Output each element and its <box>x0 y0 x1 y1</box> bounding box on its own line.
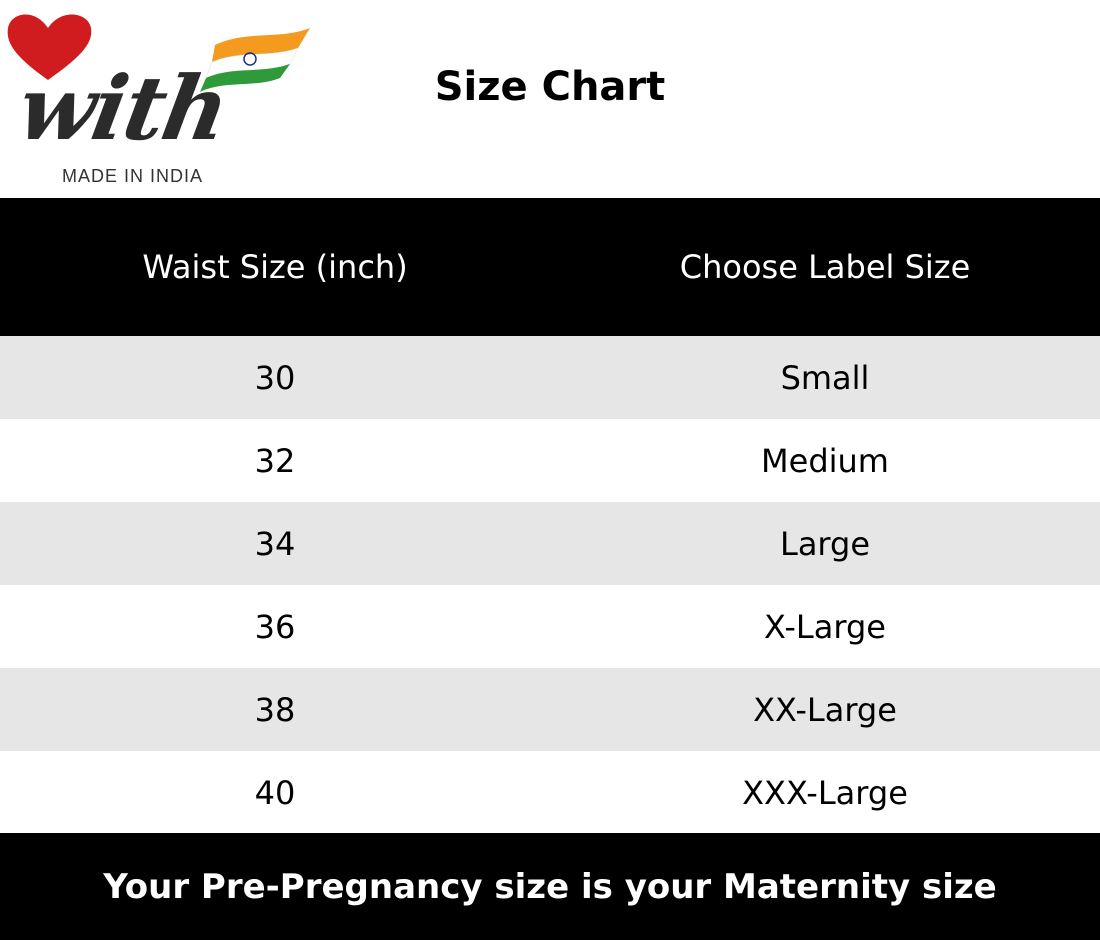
table-row: 34 Large <box>0 502 1100 585</box>
page-title: Size Chart <box>434 64 666 110</box>
header-waist-size: Waist Size (inch) <box>142 248 408 286</box>
table-header-row: Waist Size (inch) Choose Label Size <box>0 198 1100 336</box>
label-cell: X-Large <box>764 607 886 646</box>
table-row: 30 Small <box>0 336 1100 419</box>
label-cell: Large <box>779 524 871 563</box>
table-row: 32 Medium <box>0 419 1100 502</box>
table-row: 36 X-Large <box>0 585 1100 668</box>
waist-cell: 40 <box>254 773 296 812</box>
table-row: 38 XX-Large <box>0 668 1100 751</box>
waist-cell: 36 <box>254 607 296 646</box>
brand-logo: with MADE IN INDIA <box>0 0 320 195</box>
logo-tagline: MADE IN INDIA <box>62 166 204 186</box>
waist-cell: 38 <box>254 690 296 729</box>
label-cell: Small <box>780 358 870 397</box>
label-cell: XX-Large <box>753 690 897 729</box>
waist-cell: 32 <box>254 441 296 480</box>
waist-cell: 30 <box>254 358 296 397</box>
heart-flag-icon <box>7 14 310 92</box>
table-row: 40 XXX-Large <box>0 751 1100 834</box>
label-cell: XXX-Large <box>742 773 908 812</box>
waist-cell: 34 <box>254 524 296 563</box>
footer-note: Your Pre-Pregnancy size is your Maternit… <box>0 833 1100 940</box>
label-cell: Medium <box>761 441 889 480</box>
size-table: Waist Size (inch) Choose Label Size 30 S… <box>0 198 1100 834</box>
header-label-size: Choose Label Size <box>679 248 971 286</box>
